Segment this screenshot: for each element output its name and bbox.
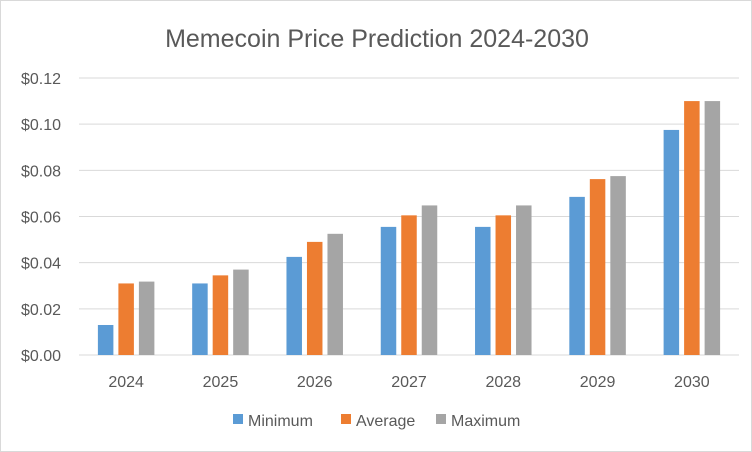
bar-average-2024 — [118, 283, 134, 355]
x-tick-label: 2027 — [391, 374, 427, 391]
bar-maximum-2027 — [421, 205, 438, 355]
bar-minimum-2024 — [97, 324, 114, 355]
bar-average-2028 — [495, 215, 512, 355]
legend-swatch-maximum — [436, 414, 446, 424]
legend: Minimum Average Maximum — [233, 413, 520, 430]
bar-minimum-2027 — [380, 226, 397, 355]
x-tick-label: 2030 — [674, 374, 710, 391]
bars — [97, 101, 721, 355]
bar-maximum-2025 — [233, 269, 249, 355]
bar-minimum-2026 — [286, 256, 302, 355]
y-tick-label: $0.08 — [21, 163, 61, 180]
bar-average-2027 — [401, 215, 417, 355]
legend-swatch-minimum — [233, 414, 243, 424]
y-tick-label: $0.12 — [21, 71, 61, 88]
bar-average-2030 — [684, 101, 700, 355]
bar-maximum-2030 — [704, 101, 721, 355]
y-tick-label: $0.10 — [21, 117, 61, 134]
bar-maximum-2028 — [516, 205, 532, 355]
bar-maximum-2024 — [138, 281, 155, 355]
legend-label-maximum: Maximum — [451, 413, 520, 430]
bar-minimum-2030 — [663, 129, 680, 355]
x-axis-ticks: 2024 2025 2026 2027 2028 2029 2030 — [108, 374, 709, 391]
x-tick-label: 2024 — [108, 374, 144, 391]
y-axis-ticks: $0.00 $0.02 $0.04 $0.06 $0.08 $0.10 $0.12 — [21, 71, 61, 365]
x-tick-label: 2025 — [203, 374, 239, 391]
y-tick-label: $0.04 — [21, 256, 61, 273]
bar-average-2026 — [306, 241, 323, 355]
y-tick-label: $0.06 — [21, 210, 61, 227]
bar-minimum-2029 — [569, 196, 585, 355]
bar-maximum-2026 — [327, 233, 343, 355]
bar-average-2029 — [589, 179, 606, 355]
bar-average-2025 — [212, 275, 229, 355]
x-tick-label: 2026 — [297, 374, 333, 391]
x-tick-label: 2029 — [580, 374, 616, 391]
legend-label-minimum: Minimum — [248, 413, 313, 430]
chart-title: Memecoin Price Prediction 2024-2030 — [165, 25, 589, 53]
bar-maximum-2029 — [610, 176, 626, 355]
y-tick-label: $0.02 — [21, 302, 61, 319]
y-tick-label: $0.00 — [21, 348, 61, 365]
x-tick-label: 2028 — [485, 374, 521, 391]
legend-swatch-average — [341, 414, 351, 424]
bar-minimum-2028 — [475, 226, 491, 355]
legend-label-average: Average — [356, 413, 415, 430]
bar-minimum-2025 — [192, 283, 208, 355]
